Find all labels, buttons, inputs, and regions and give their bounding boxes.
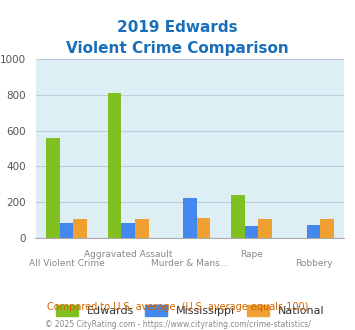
Text: © 2025 CityRating.com - https://www.cityrating.com/crime-statistics/: © 2025 CityRating.com - https://www.city…: [45, 320, 310, 329]
Text: Robbery: Robbery: [295, 259, 332, 268]
Bar: [108, 93, 121, 238]
Bar: [307, 225, 320, 238]
Bar: [245, 226, 258, 238]
Text: All Violent Crime: All Violent Crime: [28, 259, 104, 268]
Bar: [60, 223, 73, 238]
Bar: [320, 218, 334, 238]
Bar: [73, 219, 87, 238]
Bar: [231, 195, 245, 238]
Text: Aggravated Assault: Aggravated Assault: [84, 250, 173, 259]
Bar: [183, 198, 197, 238]
Text: Murder & Mans...: Murder & Mans...: [151, 259, 229, 268]
Bar: [121, 223, 135, 238]
Text: Compared to U.S. average. (U.S. average equals 100): Compared to U.S. average. (U.S. average …: [47, 302, 308, 312]
Text: Rape: Rape: [240, 250, 263, 259]
Bar: [258, 219, 272, 238]
Text: 2019 Edwards: 2019 Edwards: [117, 20, 238, 35]
Bar: [46, 138, 60, 238]
Bar: [135, 219, 148, 238]
Legend: Edwards, Mississippi, National: Edwards, Mississippi, National: [51, 300, 329, 320]
Text: Violent Crime Comparison: Violent Crime Comparison: [66, 41, 289, 56]
Bar: [197, 218, 210, 238]
